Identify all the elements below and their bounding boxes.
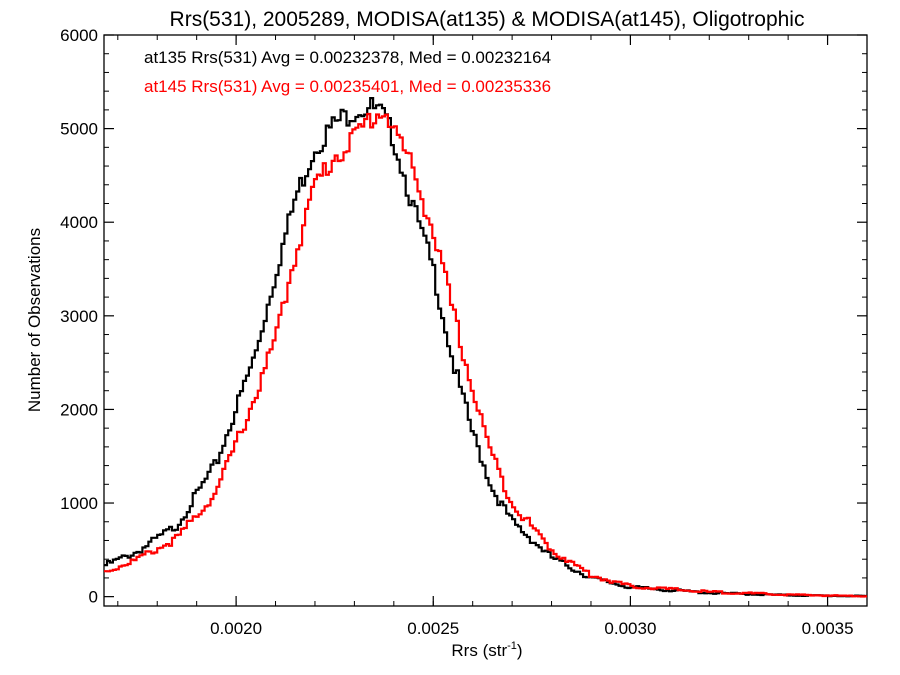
series-layer <box>104 97 867 598</box>
chart-title: Rrs(531), 2005289, MODISA(at135) & MODIS… <box>170 8 805 31</box>
y-axis-label: Number of Observations <box>25 228 44 412</box>
x-axis-label-superscript: -1 <box>507 640 517 652</box>
x-axis-label-close: ) <box>517 641 523 660</box>
y-tick-label: 5000 <box>60 120 98 139</box>
x-tick-label: 0.0035 <box>802 619 854 638</box>
plot-frame <box>103 34 868 607</box>
x-axis-label-main: Rrs (str <box>451 641 507 660</box>
x-axis-label: Rrs (str-1) <box>451 640 522 660</box>
x-tick-label: 0.0025 <box>407 619 459 638</box>
histogram-series-at135 <box>104 97 867 598</box>
x-tick-label: 0.0030 <box>604 619 656 638</box>
y-tick-label: 4000 <box>60 213 98 232</box>
y-tick-label: 1000 <box>60 494 98 513</box>
y-tick-label: 3000 <box>60 307 98 326</box>
axis-ticks <box>104 34 868 606</box>
histogram-series-at145 <box>104 112 867 598</box>
y-tick-label: 0 <box>89 588 98 607</box>
legend-entry-at135: at135 Rrs(531) Avg = 0.00232378, Med = 0… <box>144 48 551 67</box>
y-tick-label: 6000 <box>60 26 98 45</box>
x-tick-label: 0.0020 <box>210 619 262 638</box>
y-tick-label: 2000 <box>60 400 98 419</box>
legend-entry-at145: at145 Rrs(531) Avg = 0.00235401, Med = 0… <box>144 77 551 96</box>
y-tick-labels: 0 1000 2000 3000 4000 5000 6000 <box>60 26 98 607</box>
x-tick-labels: 0.0020 0.0025 0.0030 0.0035 <box>210 619 853 638</box>
